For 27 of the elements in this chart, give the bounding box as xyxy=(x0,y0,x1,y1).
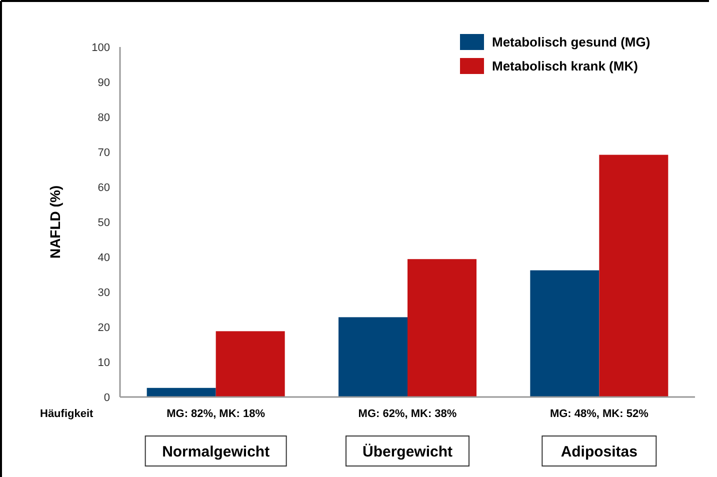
y-tick-label: 10 xyxy=(98,356,110,369)
bar xyxy=(216,331,285,397)
legend-label: Metabolisch krank (MK) xyxy=(492,58,638,74)
bar xyxy=(338,317,408,397)
y-tick-label: 40 xyxy=(98,252,110,264)
bar xyxy=(408,259,476,397)
y-tick-label: 70 xyxy=(98,146,110,159)
x-tick-label: Adipositas xyxy=(560,443,638,460)
y-tick-label: 0 xyxy=(104,392,110,404)
text: MG: 48%, MK: 52% xyxy=(550,408,649,420)
text: MG: 82%, MK: 18% xyxy=(166,408,266,420)
y-tick-label: 30 xyxy=(98,286,110,299)
y-axis-title: NAFLD (%) xyxy=(47,185,63,259)
y-tick-label: 20 xyxy=(98,322,110,334)
bar xyxy=(530,270,600,397)
y-tick-label: 50 xyxy=(98,216,110,229)
text: Häufigkeit xyxy=(40,408,94,420)
y-tick-label: 80 xyxy=(98,112,110,124)
x-tick-label: Normalgewicht xyxy=(162,443,270,460)
bar xyxy=(146,388,216,397)
bar xyxy=(599,154,668,397)
text: MG: 62%, MK: 38% xyxy=(358,408,457,420)
legend-label: Metabolisch gesund (MG) xyxy=(492,34,650,50)
y-tick-label: 60 xyxy=(98,182,110,194)
y-tick-label: 90 xyxy=(98,76,110,89)
y-tick-label: 100 xyxy=(92,42,110,54)
x-tick-label: Übergewicht xyxy=(362,443,453,460)
